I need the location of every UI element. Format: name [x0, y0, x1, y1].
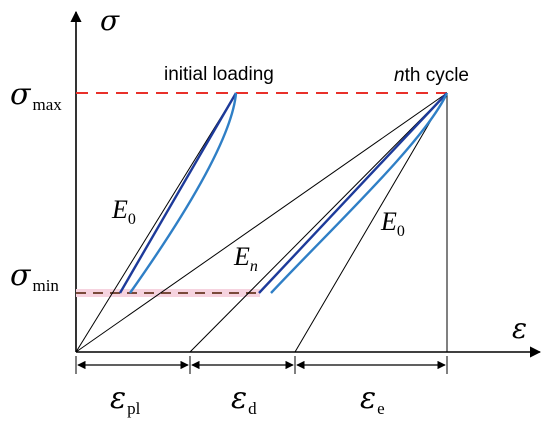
en-label: En [233, 242, 258, 275]
nth-loop-loading-branch [258, 92, 448, 294]
sigma-min-label: σ min [10, 258, 59, 295]
sigma-max-label: σ max [10, 77, 62, 114]
initial-loop-loading-branch [118, 92, 238, 294]
e0-left-label: E0 [111, 195, 136, 228]
nth-cycle-label: nth cycle [394, 65, 469, 86]
en-line [189, 92, 448, 353]
x-axis-symbol: ε [512, 312, 527, 345]
strain-plastic-label: εpl [110, 381, 141, 418]
e0-unloading-line [294, 92, 448, 353]
strain-damage-label: εd [231, 381, 257, 418]
e0-initial-line [75, 92, 237, 353]
e0-right-label: E0 [380, 207, 405, 240]
initial-loading-label: initial loading [164, 64, 274, 85]
strain-elastic-label: εe [360, 381, 385, 418]
nth-loop-unloading-branch [270, 92, 449, 294]
secant-line [75, 92, 448, 353]
y-axis-symbol: σ [100, 4, 120, 37]
initial-loop-unloading-branch [129, 92, 238, 294]
